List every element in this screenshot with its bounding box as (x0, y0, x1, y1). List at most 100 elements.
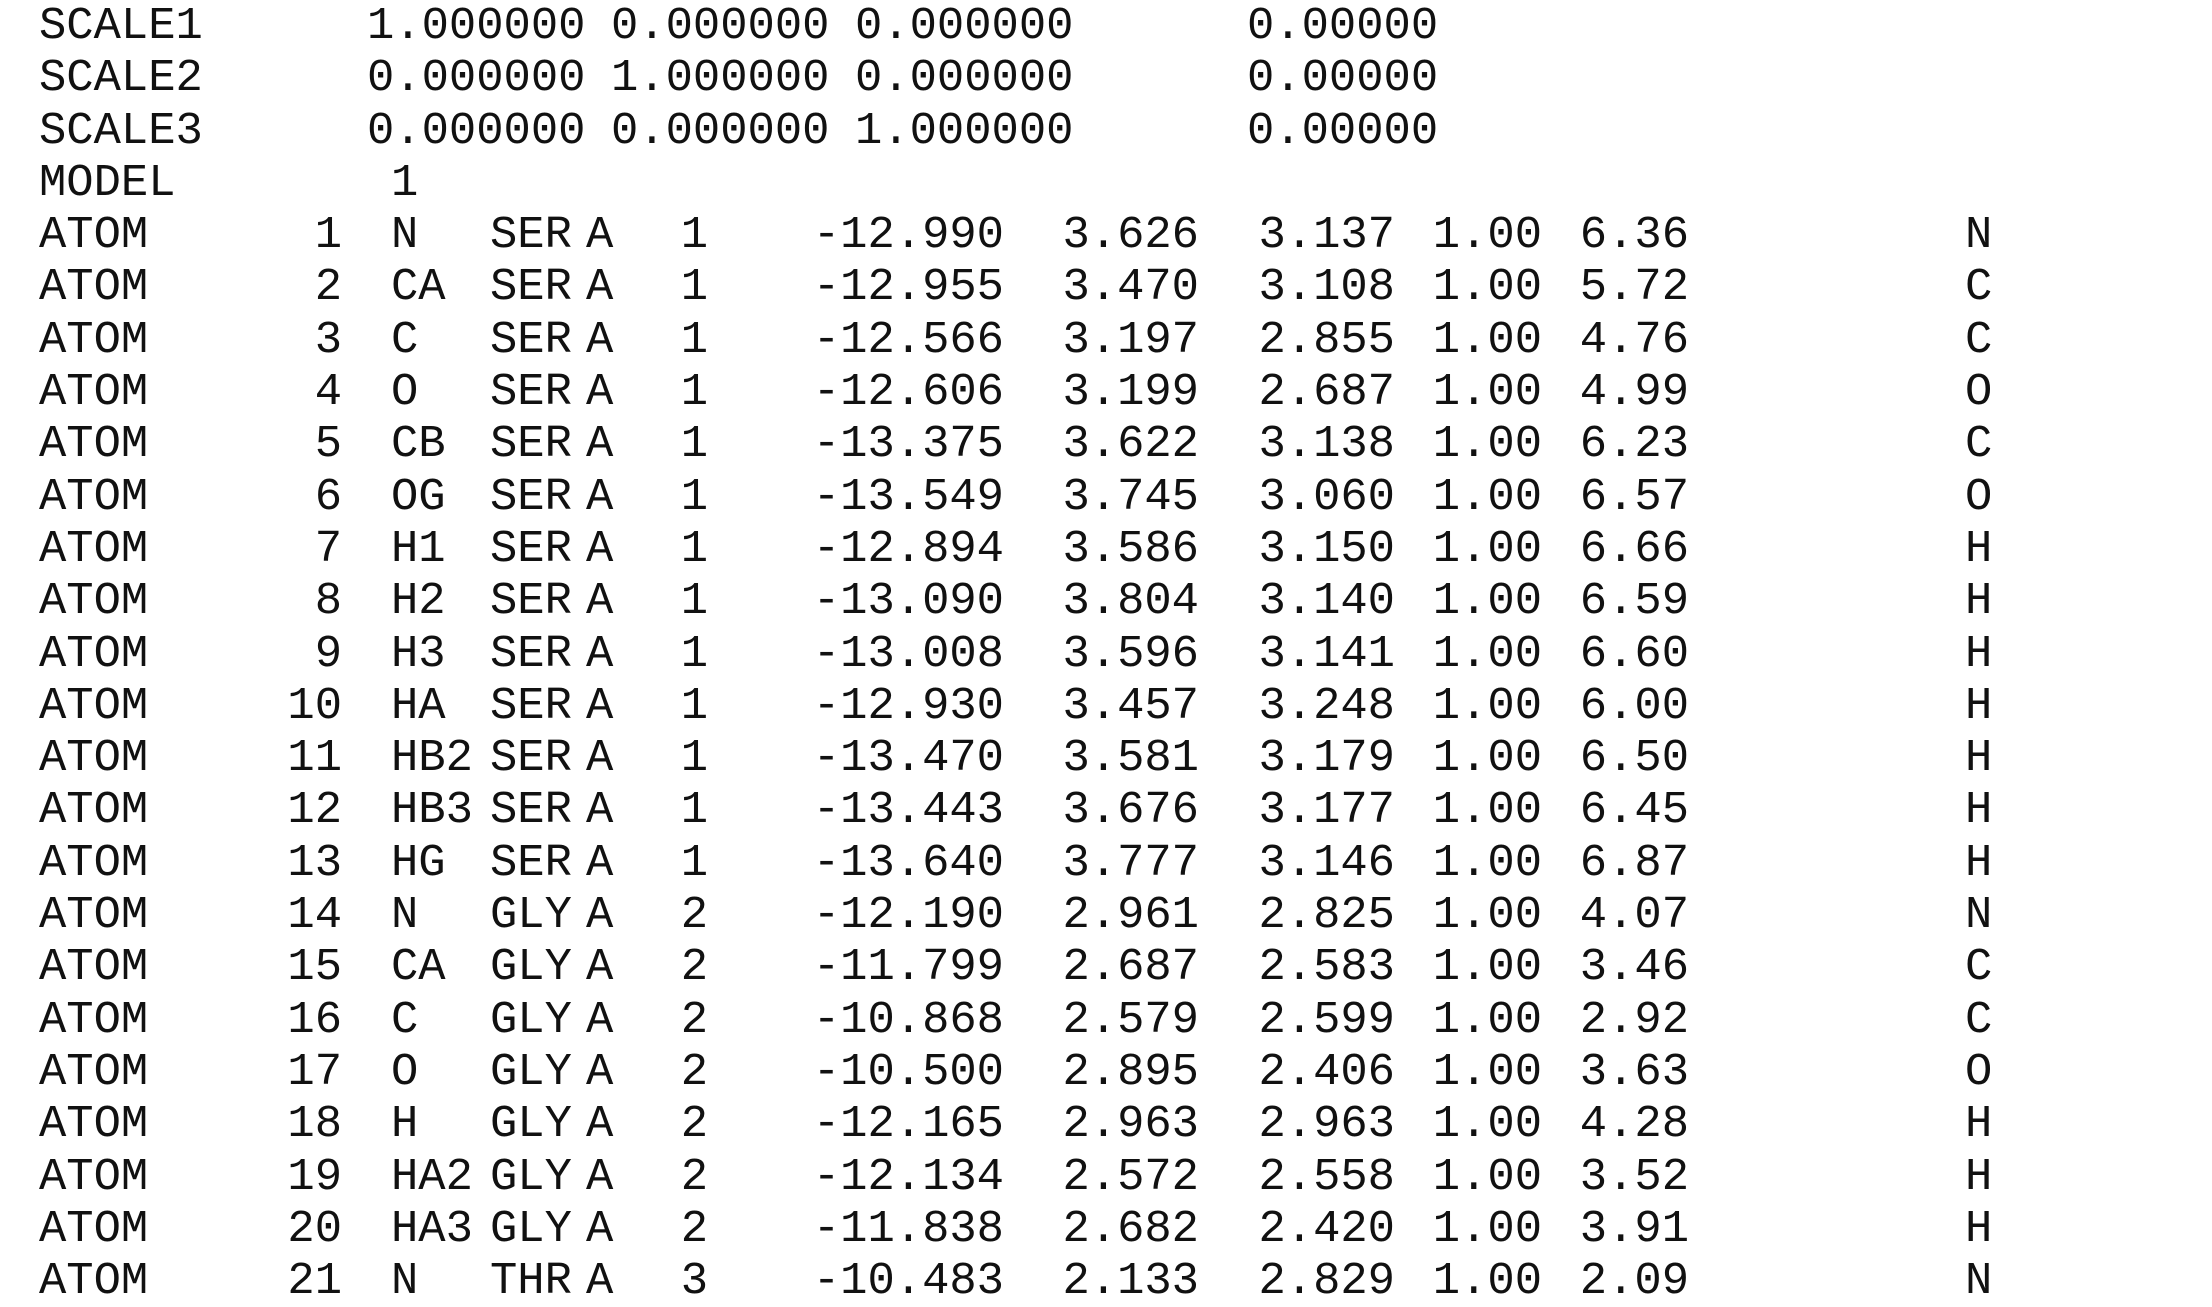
chain-id: A (586, 784, 614, 837)
atom-serial: 1 (314, 209, 342, 262)
chain-id: A (586, 261, 614, 314)
coord-z: 3.248 (1258, 679, 1395, 732)
b-factor: 6.23 (1579, 418, 1689, 471)
residue-name: THR (490, 1255, 572, 1307)
coord-x: -12.894 (812, 522, 1004, 575)
scale-s1: 0.000000 (367, 104, 586, 157)
record-type: ATOM (39, 209, 149, 262)
residue-name: GLY (490, 1098, 572, 1151)
atom-serial: 17 (287, 1045, 342, 1098)
atom-serial: 9 (314, 627, 342, 680)
atom-name: C (391, 313, 419, 366)
coord-z: 2.406 (1258, 1045, 1395, 1098)
residue-seq: 1 (680, 575, 708, 628)
chain-id: A (586, 836, 614, 889)
b-factor: 4.28 (1579, 1098, 1689, 1151)
atom-serial: 6 (314, 470, 342, 523)
chain-id: A (586, 1150, 614, 1203)
coord-y: 3.470 (1062, 261, 1199, 314)
atom-serial: 3 (314, 313, 342, 366)
occupancy: 1.00 (1432, 1255, 1542, 1307)
residue-seq: 2 (680, 941, 708, 994)
record-type: ATOM (39, 889, 149, 942)
residue-name: GLY (490, 1202, 572, 1255)
chain-id: A (586, 679, 614, 732)
coord-y: 3.581 (1062, 732, 1199, 785)
chain-id: A (586, 993, 614, 1046)
coord-x: -13.008 (812, 627, 1004, 680)
scale-s3: 0.000000 (855, 0, 1074, 52)
atom-name: H1 (391, 522, 446, 575)
element-symbol: H (1965, 784, 1993, 837)
element-symbol: H (1965, 627, 1993, 680)
b-factor: 4.76 (1579, 313, 1689, 366)
atom-serial: 13 (287, 836, 342, 889)
record-type: ATOM (39, 1045, 149, 1098)
coord-z: 3.138 (1258, 418, 1395, 471)
residue-seq: 2 (680, 1098, 708, 1151)
atom-name: N (391, 889, 419, 942)
coord-x: -13.640 (812, 836, 1004, 889)
record-type: ATOM (39, 470, 149, 523)
b-factor: 6.57 (1579, 470, 1689, 523)
scale-s1: 1.000000 (367, 0, 586, 52)
residue-name: GLY (490, 1045, 572, 1098)
atom-name: H (391, 1098, 419, 1151)
residue-name: SER (490, 575, 572, 628)
atom-serial: 5 (314, 418, 342, 471)
b-factor: 4.99 (1579, 366, 1689, 419)
coord-z: 3.141 (1258, 627, 1395, 680)
chain-id: A (586, 366, 614, 419)
occupancy: 1.00 (1432, 1150, 1542, 1203)
residue-seq: 1 (680, 366, 708, 419)
b-factor: 3.63 (1579, 1045, 1689, 1098)
residue-name: GLY (490, 1150, 572, 1203)
residue-seq: 1 (680, 627, 708, 680)
b-factor: 6.87 (1579, 836, 1689, 889)
element-symbol: H (1965, 575, 1993, 628)
element-symbol: H (1965, 836, 1993, 889)
atom-name: H3 (391, 627, 446, 680)
record-type: ATOM (39, 366, 149, 419)
chain-id: A (586, 470, 614, 523)
record-type: ATOM (39, 784, 149, 837)
residue-seq: 1 (680, 470, 708, 523)
coord-y: 3.804 (1062, 575, 1199, 628)
residue-seq: 1 (680, 418, 708, 471)
coord-y: 2.682 (1062, 1202, 1199, 1255)
atom-serial: 4 (314, 366, 342, 419)
atom-serial: 19 (287, 1150, 342, 1203)
coord-y: 2.579 (1062, 993, 1199, 1046)
scale-s3: 1.000000 (855, 104, 1074, 157)
coord-z: 2.599 (1258, 993, 1395, 1046)
residue-seq: 1 (680, 522, 708, 575)
atom-serial: 8 (314, 575, 342, 628)
element-symbol: O (1965, 470, 1993, 523)
coord-x: -11.838 (812, 1202, 1004, 1255)
record-type: ATOM (39, 522, 149, 575)
element-symbol: N (1965, 889, 1993, 942)
occupancy: 1.00 (1432, 209, 1542, 262)
element-symbol: N (1965, 1255, 1993, 1307)
record-type: ATOM (39, 836, 149, 889)
occupancy: 1.00 (1432, 679, 1542, 732)
residue-name: GLY (490, 889, 572, 942)
coord-z: 2.558 (1258, 1150, 1395, 1203)
coord-x: -12.930 (812, 679, 1004, 732)
b-factor: 6.00 (1579, 679, 1689, 732)
atom-name: HA3 (391, 1202, 473, 1255)
coord-z: 2.963 (1258, 1098, 1395, 1151)
residue-name: SER (490, 679, 572, 732)
record-type: ATOM (39, 1150, 149, 1203)
atom-serial: 11 (287, 732, 342, 785)
residue-name: SER (490, 836, 572, 889)
record-type: SCALE1 (39, 0, 203, 52)
coord-x: -12.606 (812, 366, 1004, 419)
coord-z: 3.177 (1258, 784, 1395, 837)
atom-name: CB (391, 418, 446, 471)
coord-y: 3.457 (1062, 679, 1199, 732)
chain-id: A (586, 1045, 614, 1098)
coord-x: -13.549 (812, 470, 1004, 523)
atom-serial: 12 (287, 784, 342, 837)
element-symbol: O (1965, 366, 1993, 419)
